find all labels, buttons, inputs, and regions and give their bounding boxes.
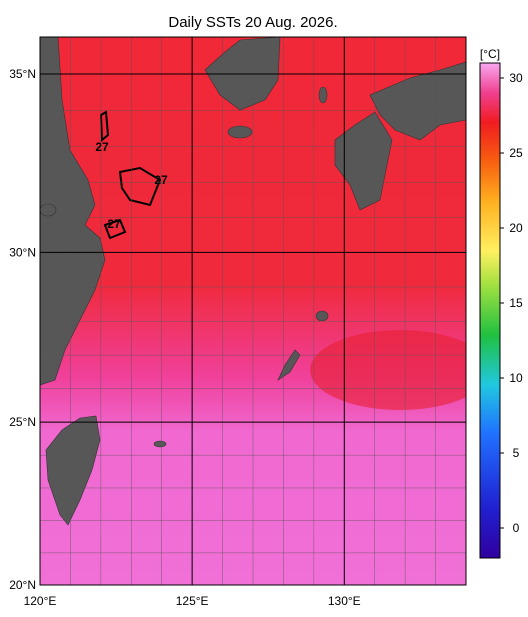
map-area: 27 27 27: [40, 37, 466, 585]
colorbar-tick-label: 5: [513, 446, 520, 460]
x-tick-label: 130°E: [328, 594, 361, 608]
contour-label: 27: [154, 173, 168, 187]
y-tick-label: 30°N: [9, 245, 36, 259]
title: Daily SSTs 20 Aug. 2026.: [168, 14, 337, 31]
colorbar-label: [°C]: [480, 47, 500, 61]
colorbar-ticks: 30 25 20 15 10 5 0: [500, 71, 523, 535]
y-tick-label: 25°N: [9, 415, 36, 429]
x-tick-label: 120°E: [24, 594, 57, 608]
colorbar-tick-label: 25: [509, 146, 523, 160]
colorbar: [479, 62, 501, 559]
colorbar-tick-label: 20: [509, 221, 523, 235]
y-tick-label: 20°N: [9, 578, 36, 592]
colorbar-tick-label: 0: [513, 521, 520, 535]
land: [40, 37, 466, 526]
contour-label: 27: [95, 140, 109, 154]
colorbar-tick-label: 15: [509, 296, 523, 310]
contour-label: 27: [107, 217, 121, 231]
y-tick-label: 35°N: [9, 67, 36, 81]
axes: 120°E 125°E 130°E 35°N 30°N 25°N 20°N: [9, 67, 361, 608]
colorbar-tick-label: 30: [509, 71, 523, 85]
grid: [40, 37, 466, 585]
map-frame: [39, 36, 467, 586]
contour-27: [99, 110, 162, 240]
warm-patch: [310, 330, 466, 410]
colorbar-tick-label: 10: [509, 371, 523, 385]
x-tick-label: 125°E: [176, 594, 209, 608]
